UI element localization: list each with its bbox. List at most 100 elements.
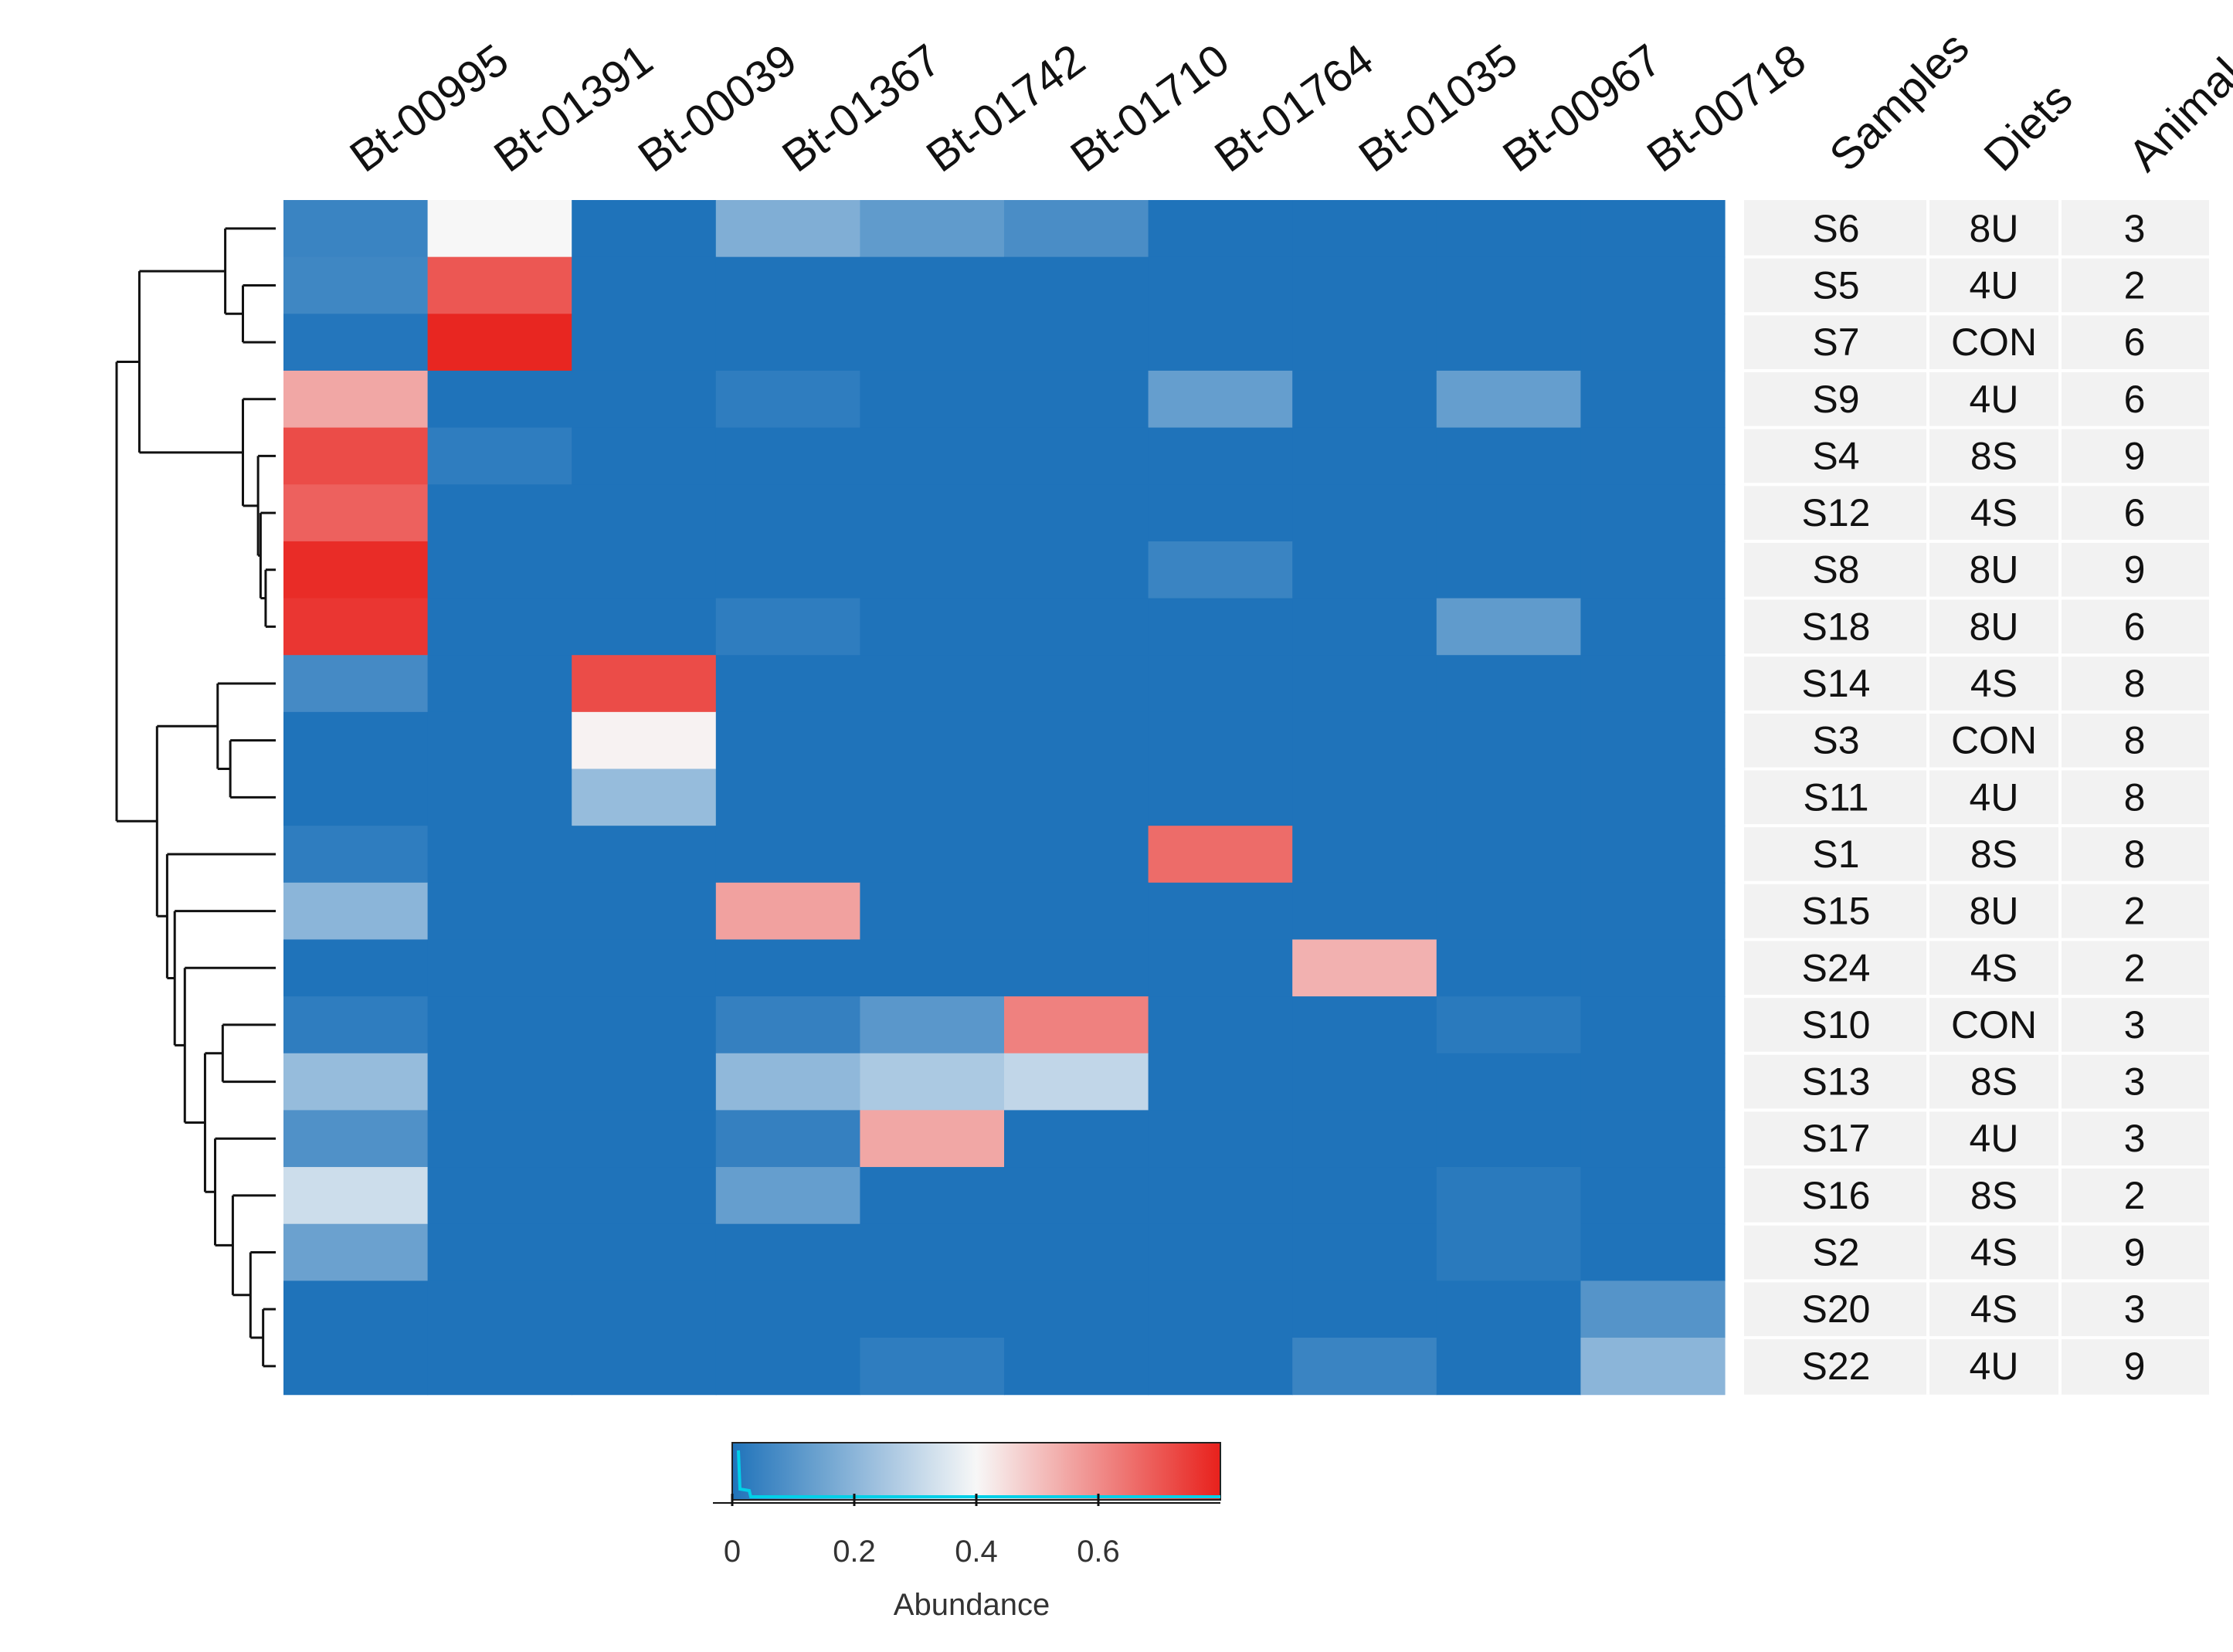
- heatmap-cell: [1004, 1053, 1149, 1111]
- diet-label: 4U: [1970, 1345, 2019, 1388]
- heatmap-cell: [1292, 939, 1437, 997]
- heatmap-cell: [427, 200, 572, 258]
- diet-label: 8S: [1970, 1060, 2018, 1104]
- heatmap-cell: [1148, 598, 1293, 656]
- diet-label: 4S: [1970, 662, 2018, 705]
- heatmap-cell: [283, 427, 429, 485]
- diet-label: 4S: [1970, 1231, 2018, 1274]
- heatmap-cell: [283, 939, 429, 997]
- heatmap-cell: [283, 598, 429, 656]
- animal-label: 9: [2124, 1345, 2146, 1388]
- heatmap-cell: [1436, 541, 1581, 599]
- heatmap-cell: [860, 598, 1005, 656]
- heatmap-cell: [1292, 996, 1437, 1054]
- heatmap-cell: [1004, 826, 1149, 884]
- heatmap-cell: [1436, 1167, 1581, 1225]
- abundance-colorbar: 0 0.2 0.4 0.6 Abundance: [713, 1442, 1221, 1622]
- heatmap-cell: [1004, 1167, 1149, 1225]
- animal-label: 2: [2124, 263, 2146, 307]
- heatmap-cell: [1436, 200, 1581, 258]
- heatmap-cell: [1148, 427, 1293, 485]
- heatmap-cell: [1580, 427, 1726, 485]
- column-labels: Bt-00995Bt-01391Bt-00039Bt-01367Bt-01742…: [341, 22, 2233, 182]
- heatmap-cell: [715, 1338, 860, 1396]
- heatmap-cell: [1580, 1053, 1726, 1111]
- animal-label: 9: [2124, 548, 2146, 592]
- diet-label: 4S: [1970, 1287, 2018, 1331]
- heatmap-cell: [1004, 1281, 1149, 1338]
- heatmap-cell: [283, 541, 429, 599]
- heatmap-cell: [1292, 370, 1437, 429]
- animal-label: 3: [2124, 207, 2146, 250]
- heatmap-cell: [860, 882, 1005, 941]
- heatmap-cell: [283, 370, 429, 429]
- heatmap-cell: [1436, 655, 1581, 713]
- heatmap-cell: [1292, 484, 1437, 542]
- heatmap-cell: [860, 1223, 1005, 1281]
- heatmap-cell: [1004, 882, 1149, 941]
- heatmap-cell: [572, 1223, 717, 1281]
- heatmap-cell: [715, 314, 860, 371]
- heatmap-cell: [860, 996, 1005, 1054]
- heatmap-cell: [715, 768, 860, 826]
- heatmap-cell: [427, 1281, 572, 1338]
- heatmap-cell: [1580, 370, 1726, 429]
- sample-label: S2: [1812, 1231, 1859, 1274]
- heatmap-cell: [860, 200, 1005, 258]
- heatmap-cell: [1148, 996, 1293, 1054]
- sample-label: S17: [1802, 1117, 1871, 1160]
- heatmap-cell: [715, 598, 860, 656]
- animal-label: 6: [2124, 378, 2146, 421]
- heatmap-cell: [715, 939, 860, 997]
- heatmap-cell: [572, 370, 717, 429]
- column-label: Bt-00967: [1494, 35, 1671, 182]
- heatmap-cell: [1580, 882, 1726, 941]
- colorbar-tick-label: 0.4: [955, 1535, 998, 1569]
- diet-label: 8U: [1970, 207, 2019, 250]
- heatmap-cell: [572, 655, 717, 713]
- heatmap-cell: [715, 1223, 860, 1281]
- heatmap-cell: [715, 996, 860, 1054]
- colorbar-gradient: [731, 1442, 1221, 1501]
- column-label: Bt-01391: [485, 35, 662, 182]
- animal-label: 6: [2124, 491, 2146, 534]
- heatmap-cell: [283, 1053, 429, 1111]
- heatmap-cell: [283, 826, 429, 884]
- heatmap-cell: [1436, 1223, 1581, 1281]
- heatmap-cell: [1004, 256, 1149, 314]
- heatmap-cell: [1148, 541, 1293, 599]
- heatmap-cell: [283, 1223, 429, 1281]
- animal-label: 3: [2124, 1060, 2146, 1104]
- annotation-header: Animal: [2119, 49, 2233, 181]
- heatmap-cell: [427, 1223, 572, 1281]
- heatmap-cell: [427, 711, 572, 770]
- heatmap-cell: [1148, 200, 1293, 258]
- heatmap-cell: [1148, 826, 1293, 884]
- heatmap-cell: [427, 541, 572, 599]
- heatmap-cell: [715, 427, 860, 485]
- heatmap-cell: [283, 1110, 429, 1168]
- column-label: Bt-01764: [1206, 35, 1383, 182]
- heatmap-cell: [283, 768, 429, 826]
- row-dendrogram: [115, 227, 276, 1368]
- heatmap-cell: [1436, 370, 1581, 429]
- animal-label: 3: [2124, 1117, 2146, 1160]
- heatmap-cell: [1436, 1281, 1581, 1338]
- heatmap-cell: [572, 996, 717, 1054]
- colorbar-title: Abundance: [894, 1588, 1050, 1622]
- heatmap-cell: [860, 711, 1005, 770]
- heatmap-cell: [572, 314, 717, 371]
- animal-label: 3: [2124, 1003, 2146, 1046]
- heatmap-cell: [1292, 1053, 1437, 1111]
- heatmap-cell: [860, 1110, 1005, 1168]
- heatmap-cell: [283, 256, 429, 314]
- heatmap-cell: [1436, 996, 1581, 1054]
- heatmap-cell: [572, 256, 717, 314]
- heatmap-cell: [860, 768, 1005, 826]
- heatmap-cell: [715, 1053, 860, 1111]
- heatmap-cell: [1436, 598, 1581, 656]
- heatmap-cell: [860, 939, 1005, 997]
- animal-label: 2: [2124, 1174, 2146, 1217]
- heatmap-cell: [572, 768, 717, 826]
